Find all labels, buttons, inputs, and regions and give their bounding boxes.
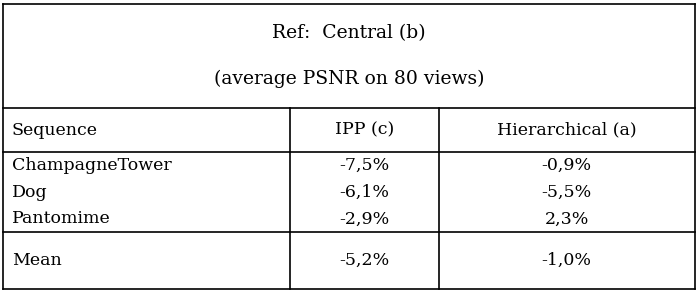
Text: -5,5%: -5,5%	[542, 184, 592, 201]
Text: -6,1%: -6,1%	[339, 184, 389, 201]
Text: Dog: Dog	[12, 184, 47, 201]
Text: -2,9%: -2,9%	[339, 210, 389, 227]
Text: Mean: Mean	[12, 252, 61, 269]
Text: Pantomime: Pantomime	[12, 210, 110, 227]
Text: Hierarchical (a): Hierarchical (a)	[497, 122, 637, 139]
Text: -1,0%: -1,0%	[542, 252, 592, 269]
Text: -5,2%: -5,2%	[339, 252, 389, 269]
Text: Sequence: Sequence	[12, 122, 98, 139]
Text: ChampagneTower: ChampagneTower	[12, 157, 172, 174]
Text: -0,9%: -0,9%	[542, 157, 592, 174]
Text: IPP (c): IPP (c)	[335, 122, 394, 139]
Text: Ref:  Central (b): Ref: Central (b)	[272, 24, 426, 42]
Text: -7,5%: -7,5%	[339, 157, 389, 174]
Text: (average PSNR on 80 views): (average PSNR on 80 views)	[214, 70, 484, 88]
Text: 2,3%: 2,3%	[544, 210, 589, 227]
